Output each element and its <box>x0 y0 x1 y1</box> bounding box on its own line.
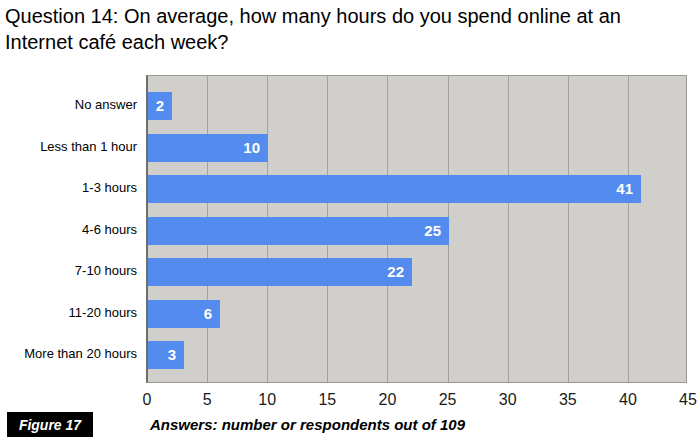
x-tick-label-45: 45 <box>679 391 697 409</box>
gridline-x-40 <box>628 76 629 382</box>
bar-value-label: 22 <box>387 258 404 286</box>
bar-value-label: 6 <box>204 300 212 328</box>
category-label-1-3-hours: 1-3 hours <box>0 174 137 202</box>
bar-value-label: 10 <box>243 134 260 162</box>
bar-value-label: 3 <box>168 341 176 369</box>
category-label-no-answer: No answer <box>0 91 137 119</box>
x-tick-label-5: 5 <box>203 391 212 409</box>
bar-value-label: 25 <box>424 217 441 245</box>
bar-less-than-1-hour: 10 <box>148 134 268 162</box>
bar-value-label: 41 <box>616 175 633 203</box>
x-tick-label-25: 25 <box>439 391 457 409</box>
x-tick-label-0: 0 <box>143 391 152 409</box>
category-label-11-20-hours: 11-20 hours <box>0 299 137 327</box>
bar-more-than-20-hours: 3 <box>148 341 184 369</box>
bar-7-10-hours: 22 <box>148 258 412 286</box>
x-tick-label-30: 30 <box>499 391 517 409</box>
x-tick-label-10: 10 <box>258 391 276 409</box>
x-tick-label-35: 35 <box>559 391 577 409</box>
bar-11-20-hours: 6 <box>148 300 220 328</box>
category-label-less-than-1-hour: Less than 1 hour <box>0 133 137 161</box>
bar-value-label: 2 <box>156 92 164 120</box>
gridline-x-35 <box>568 76 569 382</box>
bar-1-3-hours: 41 <box>148 175 641 203</box>
bar-no-answer: 2 <box>148 92 172 120</box>
gridline-x-30 <box>508 76 509 382</box>
bar-4-6-hours: 25 <box>148 217 449 245</box>
x-tick-label-15: 15 <box>318 391 336 409</box>
figure-number-badge: Figure 17 <box>7 412 93 437</box>
plot-area: 2 10 41 25 22 63 <box>146 75 687 383</box>
category-label-7-10-hours: 7-10 hours <box>0 257 137 285</box>
chart-caption: Answers: number or respondents out of 10… <box>150 416 465 433</box>
category-label-4-6-hours: 4-6 hours <box>0 216 137 244</box>
x-tick-label-20: 20 <box>378 391 396 409</box>
x-tick-label-40: 40 <box>619 391 637 409</box>
chart-title: Question 14: On average, how many hours … <box>5 3 697 55</box>
category-label-more-than-20-hours: More than 20 hours <box>0 340 137 368</box>
